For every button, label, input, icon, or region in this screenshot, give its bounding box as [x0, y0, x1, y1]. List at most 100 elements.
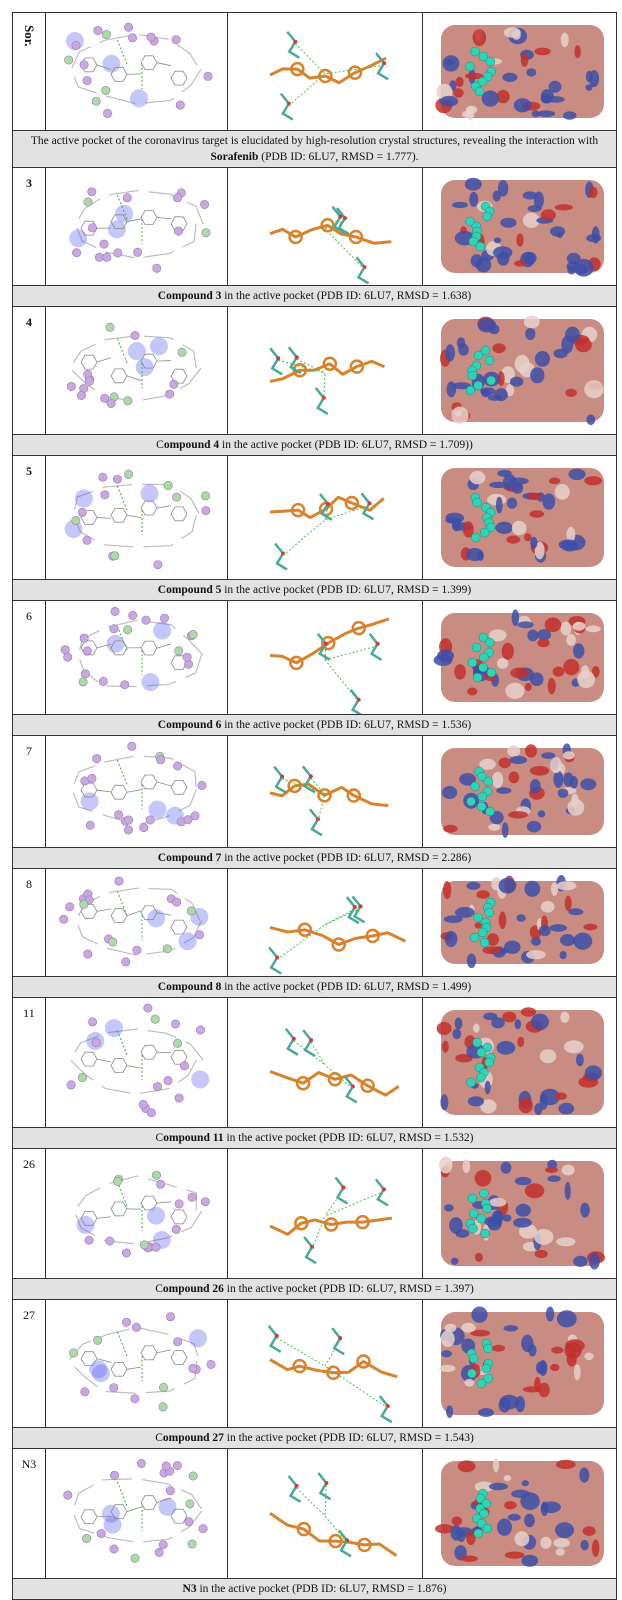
residue-stick: [376, 1179, 388, 1205]
interaction-diagram-cell: [46, 307, 228, 434]
ligand-sphere: [486, 376, 495, 385]
surface-view-cell: [423, 1449, 616, 1578]
residue-circle: [142, 616, 150, 624]
protein-surface: [439, 1157, 605, 1270]
ligand-ring: [171, 1351, 187, 1365]
residue-circle: [111, 607, 119, 615]
compound-label: 27: [13, 1308, 45, 1323]
ligand-sphere: [466, 797, 475, 806]
binding-pose-cell: [228, 1449, 422, 1578]
residue-circle: [69, 1349, 77, 1357]
residue-stick: [351, 690, 363, 714]
residue-circle: [115, 877, 123, 885]
ligand-ring: [141, 1045, 157, 1059]
interaction-diagram: [46, 736, 228, 847]
binding-pose: [228, 998, 422, 1127]
residue-stick: [345, 1076, 357, 1102]
residue-circle: [65, 903, 73, 911]
row-cells: 11: [12, 997, 617, 1127]
compound-label-cell: 7: [13, 736, 46, 847]
residue-circle: [110, 552, 118, 560]
surface-view: [423, 13, 616, 130]
surface-view: [423, 307, 616, 434]
ligand-sphere: [478, 792, 487, 801]
residue-circle: [172, 898, 180, 906]
solvent-exposure-halo: [105, 1019, 123, 1037]
ligand-sphere: [483, 777, 492, 786]
binding-pose-cell: [228, 456, 422, 579]
caption-compound-name: N3: [183, 1583, 197, 1595]
ligand-ring: [141, 775, 157, 789]
residue-circle: [127, 742, 135, 750]
caption-compound-name: Sorafenib: [210, 151, 258, 163]
residue-stick: [269, 948, 281, 974]
row-caption: N3 in the active pocket (PDB ID: 6LU7, R…: [12, 1578, 617, 1600]
residue-circle: [113, 1177, 121, 1185]
caption-compound-name: Compound 8: [158, 981, 222, 993]
binding-pose: [228, 307, 422, 434]
protein-surface: [441, 743, 604, 838]
row-caption: Compound 7 in the active pocket (PDB ID:…: [12, 847, 617, 868]
residue-stick: [274, 767, 286, 793]
residue-circle: [172, 36, 180, 44]
solvent-exposure-halo: [153, 622, 171, 640]
residue-circle: [92, 1038, 100, 1046]
residue-stick: [357, 257, 369, 283]
solvent-exposure-halo: [147, 1207, 165, 1225]
surface-view: [423, 1149, 616, 1278]
residue-circle: [173, 1338, 181, 1346]
residue-circle: [79, 900, 87, 908]
residue-circle: [77, 391, 85, 399]
interaction-diagram-cell: [46, 1449, 228, 1578]
residue-circle: [175, 1200, 183, 1208]
ligand-sphere: [475, 87, 484, 96]
ligand-sphere: [487, 668, 496, 677]
ligand-sphere: [468, 1194, 477, 1203]
residue-circle: [123, 194, 131, 202]
caption-suffix: in the active pocket (PDB ID: 6LU7, RMSD…: [224, 1132, 474, 1144]
ligand-ring: [141, 211, 157, 225]
interaction-diagram-cell: [46, 168, 228, 285]
compound-label-cell: 4: [13, 307, 46, 434]
interaction-diagram-cell: [46, 869, 228, 976]
interaction-diagram: [46, 168, 228, 285]
interaction-diagram: [46, 1149, 228, 1278]
surface-view: [423, 601, 616, 714]
residue-circle: [174, 647, 182, 655]
residue-circle: [85, 377, 93, 385]
residue-circle: [102, 253, 110, 261]
ligand-sphere: [482, 1204, 491, 1213]
residue-stick: [288, 32, 300, 58]
residue-circle: [189, 1472, 197, 1480]
caption-suffix: in the active pocket (PDB ID: 6LU7, RMSD…: [221, 981, 471, 993]
ligand-ring: [111, 1059, 127, 1073]
ligand-ring: [111, 508, 127, 522]
row-cells: 7: [12, 735, 617, 847]
residue-circle: [124, 23, 132, 31]
residue-circle: [173, 194, 181, 202]
residue-circle: [78, 1073, 86, 1081]
docking-results-table: Sor.The active pocket of the coronavirus…: [12, 12, 617, 1600]
solvent-exposure-halo: [108, 220, 126, 238]
interaction-diagram: [46, 1300, 228, 1427]
residue-circle: [132, 1323, 140, 1331]
binding-pose-cell: [228, 1300, 422, 1427]
protein-surface: [441, 178, 604, 277]
residue-circle: [170, 380, 178, 388]
residue-circle: [204, 72, 212, 80]
protein-surface: [439, 1307, 604, 1419]
pocket-contour: [68, 1327, 199, 1393]
residue-circle: [198, 781, 206, 789]
residue-circle: [155, 1548, 163, 1556]
residue-circle: [92, 754, 100, 762]
binding-pose: [228, 869, 422, 976]
residue-circle: [100, 240, 108, 248]
residue-circle: [121, 958, 129, 966]
solvent-exposure-halo: [189, 1329, 207, 1347]
ligand-sphere: [474, 1529, 483, 1538]
residue-circle: [83, 647, 91, 655]
surface-view-cell: [423, 998, 616, 1127]
solvent-exposure-halo: [102, 55, 120, 73]
